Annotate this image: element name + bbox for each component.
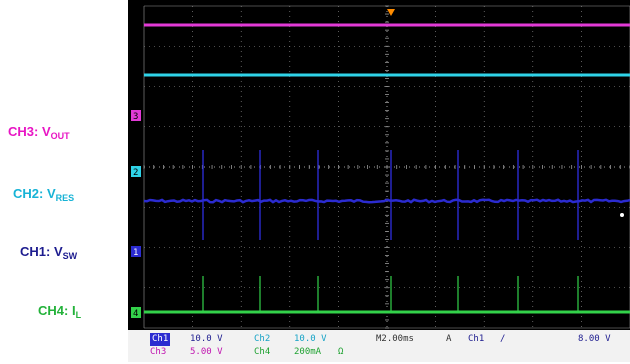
label-ch1-vsw: CH1: VSW bbox=[20, 244, 78, 261]
ch2-ground-marker[interactable]: 2 bbox=[133, 168, 138, 178]
trigger-source[interactable]: Ch1 bbox=[468, 334, 485, 344]
ch1-vsw-trace bbox=[143, 198, 630, 204]
ch2-ground-marker-bg bbox=[131, 166, 141, 177]
oscilloscope-screen: 3 2 1 4 Ch1 10.0 V Ch2 10.0 V M2.00ms A … bbox=[128, 0, 630, 362]
ch4-current-spikes bbox=[202, 276, 579, 312]
label-ch2-vres: CH2: VRES bbox=[13, 186, 75, 203]
ch2-name[interactable]: Ch2 bbox=[254, 334, 271, 344]
ch4-ground-marker-bg bbox=[131, 307, 141, 318]
trigger-mode: A bbox=[446, 334, 452, 344]
ch4-ground-marker[interactable]: 4 bbox=[133, 309, 138, 319]
waveform-display: 3 2 1 4 bbox=[128, 5, 630, 362]
ch4-scale: 200mA bbox=[294, 347, 322, 357]
ch2-scale: 10.0 V bbox=[294, 334, 327, 344]
ch3-ground-marker[interactable]: 3 bbox=[133, 112, 138, 122]
trigger-level[interactable]: 8.00 V bbox=[578, 334, 611, 344]
ch3-name[interactable]: Ch3 bbox=[150, 347, 167, 357]
ch4-unit: Ω bbox=[338, 347, 344, 357]
status-bar-bg bbox=[128, 330, 630, 362]
cursor-dot bbox=[620, 213, 624, 217]
label-ch4-il: CH4: IL bbox=[38, 303, 82, 320]
ch1-name-badge[interactable]: Ch1 bbox=[150, 333, 171, 346]
ch4-name[interactable]: Ch4 bbox=[254, 347, 271, 357]
trigger-position-marker[interactable] bbox=[387, 9, 395, 16]
trigger-slope-icon: ∕ bbox=[500, 334, 506, 344]
ch1-switching-spikes bbox=[202, 150, 579, 240]
timebase[interactable]: M2.00ms bbox=[376, 334, 414, 344]
graticule-grid bbox=[143, 5, 630, 329]
ch1-ground-marker[interactable]: 1 bbox=[133, 248, 138, 258]
ch3-ground-marker-bg bbox=[131, 110, 141, 121]
ch1-ground-marker-bg bbox=[131, 246, 141, 257]
label-ch3-vout: CH3: VOUT bbox=[8, 124, 70, 141]
ch1-scale: 10.0 V bbox=[190, 334, 223, 344]
ch3-scale: 5.00 V bbox=[190, 347, 223, 357]
